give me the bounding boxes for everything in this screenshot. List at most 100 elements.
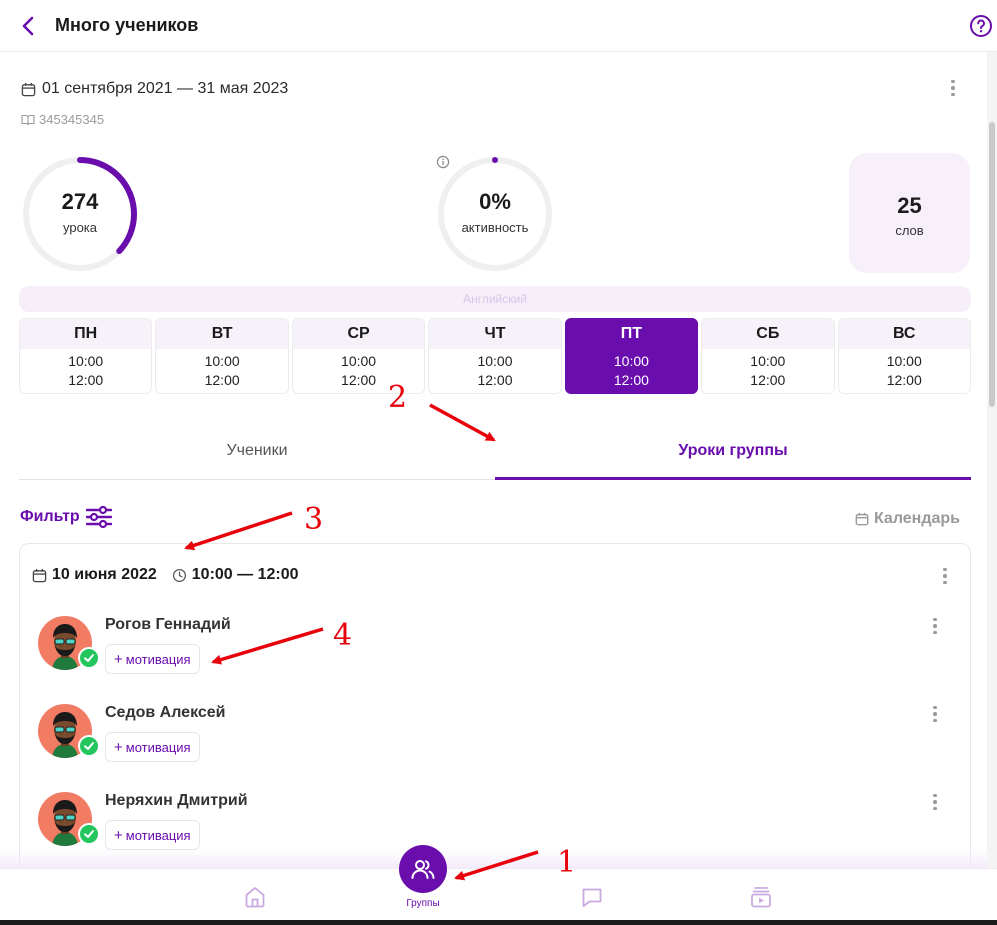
scrollbar-thumb[interactable] xyxy=(989,122,995,407)
day-cell[interactable]: СР 10:00 12:00 xyxy=(291,318,426,394)
nav-groups-label: Группы xyxy=(406,898,440,909)
nav-library[interactable] xyxy=(747,883,775,911)
day-start-time: 10:00 xyxy=(750,353,786,369)
filter-button[interactable]: Фильтр xyxy=(20,505,112,529)
calendar-label: Календарь xyxy=(873,510,960,527)
motivation-label: мотивация xyxy=(125,827,191,843)
student-row: Седов Алексей + мотивация xyxy=(20,704,970,786)
info-icon[interactable] xyxy=(436,155,450,169)
day-start-time: 10:00 xyxy=(68,353,104,369)
help-circle-icon xyxy=(970,15,992,37)
lesson-time: 10:00 — 12:00 xyxy=(191,566,299,583)
home-icon xyxy=(245,887,265,908)
nav-groups-button[interactable] xyxy=(399,845,447,893)
day-name: ВТ xyxy=(156,319,288,349)
attendance-check xyxy=(78,735,100,757)
words-count: 25 xyxy=(897,193,922,218)
plus-icon: + xyxy=(114,826,123,844)
motivation-label: мотивация xyxy=(125,651,191,667)
annotation-label-3: 3 xyxy=(304,502,324,537)
activity-ring: 0% активность xyxy=(436,155,554,273)
avatar[interactable] xyxy=(38,616,92,670)
day-name: СБ xyxy=(702,319,834,349)
add-motivation-button[interactable]: + мотивация xyxy=(105,820,200,850)
day-name: ВС xyxy=(838,319,970,349)
activity-label: активность xyxy=(461,220,529,235)
activity-value: 0% xyxy=(479,189,511,214)
day-name: ЧТ xyxy=(429,319,561,349)
lessons-ring: 274 урока xyxy=(21,155,139,273)
date-range-text: 01 сентября 2021 — 31 мая 2023 xyxy=(42,80,289,97)
lesson-menu-button[interactable] xyxy=(940,566,950,586)
calendar-button[interactable]: Календарь xyxy=(855,510,960,528)
check-icon xyxy=(84,654,94,662)
student-row: Рогов Геннадий + мотивация xyxy=(20,616,970,698)
avatar-illustration xyxy=(52,712,78,758)
student-name: Рогов Геннадий xyxy=(105,616,231,633)
day-cell[interactable]: ВТ 10:00 12:00 xyxy=(155,318,289,394)
weekly-schedule: ПН 10:00 12:00 ВТ 10:00 12:00 СР 10:00 12:00 ЧТ 10… xyxy=(19,318,971,394)
activity-progress-fill xyxy=(438,157,552,271)
student-menu-button[interactable] xyxy=(930,792,940,812)
course-id-text: 345345345 xyxy=(39,112,105,127)
lessons-label: урока xyxy=(62,220,98,235)
student-menu-button[interactable] xyxy=(930,704,940,724)
annotation-label-4: 4 xyxy=(333,618,353,653)
student-name: Седов Алексей xyxy=(105,704,226,721)
day-cell[interactable]: ЧТ 10:00 12:00 xyxy=(428,318,562,394)
check-icon xyxy=(84,742,94,750)
top-bar: Много учеников xyxy=(0,0,997,52)
words-card: 25 слов xyxy=(849,153,970,273)
lesson-date: 10 июня 2022 xyxy=(52,566,157,583)
check-icon xyxy=(84,830,94,838)
day-end-time: 12:00 xyxy=(613,372,649,388)
day-start-time: 10:00 xyxy=(886,353,922,369)
day-cell[interactable]: ВС 10:00 12:00 xyxy=(837,318,971,394)
day-cell[interactable]: ПТ 10:00 12:00 xyxy=(564,318,699,394)
bottom-fade xyxy=(0,848,987,870)
course-menu-button[interactable] xyxy=(948,78,958,98)
tab-bar: Ученики Уроки группы xyxy=(19,428,971,480)
scrollbar[interactable] xyxy=(987,52,997,872)
annotation-label-1: 1 xyxy=(557,845,577,880)
day-cell[interactable]: СБ 10:00 12:00 xyxy=(701,318,835,394)
plus-icon: + xyxy=(114,650,123,668)
day-start-time: 10:00 xyxy=(341,353,377,369)
back-button[interactable] xyxy=(14,12,42,40)
tab-students[interactable]: Ученики xyxy=(226,442,288,459)
activity-progress-ring xyxy=(438,157,552,271)
lesson-card: 10 июня 2022 10:00 — 12:00 Рогов Геннади… xyxy=(19,543,971,883)
day-start-time: 10:00 xyxy=(204,353,240,369)
student-menu-button[interactable] xyxy=(930,616,940,636)
nav-chat[interactable] xyxy=(578,883,606,911)
student-row: Неряхин Дмитрий + мотивация xyxy=(20,792,970,874)
window-bottom-edge xyxy=(0,920,997,925)
book-icon xyxy=(21,114,35,125)
day-cell[interactable]: ПН 10:00 12:00 xyxy=(19,318,153,394)
attendance-check xyxy=(78,647,100,669)
annotation-label-2: 2 xyxy=(388,380,408,415)
page-title: Много учеников xyxy=(55,15,199,35)
groups-icon xyxy=(411,860,435,879)
avatar-illustration xyxy=(52,624,78,670)
day-end-time: 12:00 xyxy=(68,372,104,388)
bottom-navigation xyxy=(0,868,997,920)
words-label: слов xyxy=(895,223,924,238)
nav-home[interactable] xyxy=(241,883,269,911)
attendance-check xyxy=(78,823,100,845)
avatar-illustration xyxy=(52,800,78,846)
lessons-progress-fill xyxy=(23,157,137,271)
day-name: ПН xyxy=(20,319,152,349)
add-motivation-button[interactable]: + мотивация xyxy=(105,732,200,762)
tab-group-lessons[interactable]: Уроки группы xyxy=(495,428,971,480)
video-library-icon xyxy=(751,887,771,908)
day-name: ПТ xyxy=(565,319,698,349)
day-start-time: 10:00 xyxy=(613,353,649,369)
help-button[interactable] xyxy=(969,14,993,38)
day-end-time: 12:00 xyxy=(477,372,513,388)
add-motivation-button[interactable]: + мотивация xyxy=(105,644,200,674)
plus-icon: + xyxy=(114,738,123,756)
clock-icon xyxy=(172,568,186,582)
calendar-icon xyxy=(21,82,36,96)
motivation-label: мотивация xyxy=(125,739,191,755)
